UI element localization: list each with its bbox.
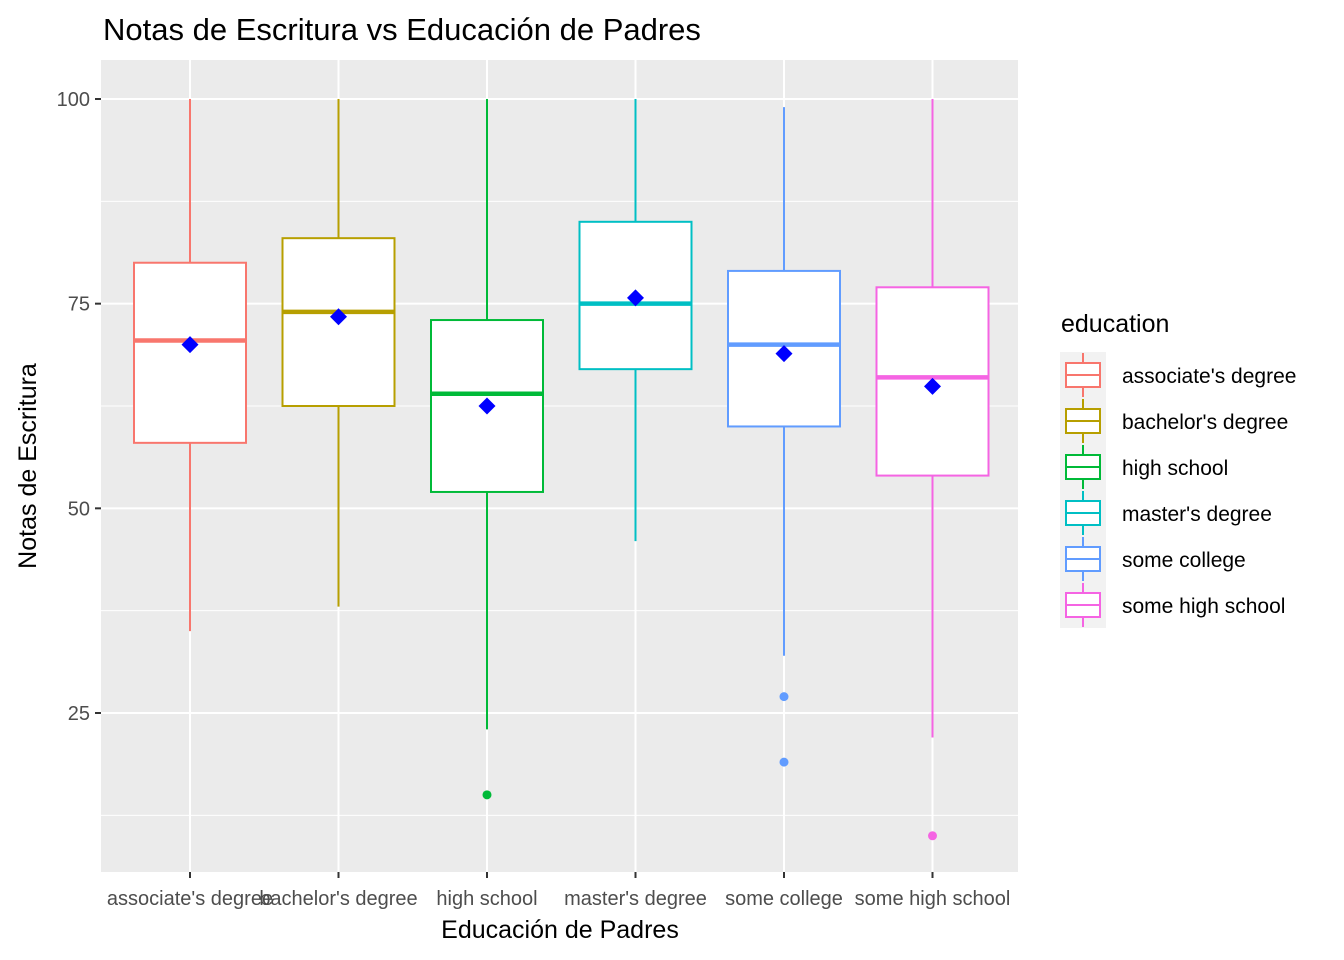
x-tick-label: some college: [725, 888, 843, 910]
box-group: [430, 99, 544, 800]
legend-key: [1060, 352, 1106, 398]
outlier-point: [928, 831, 937, 841]
box: [875, 286, 990, 477]
y-tick-label: 100: [57, 89, 90, 111]
minor-gridlines: [101, 200, 1018, 816]
mean-marker: [627, 289, 644, 307]
legend-key: [1060, 536, 1106, 582]
legend-label: high school: [1122, 457, 1228, 480]
legend-label: associate's degree: [1122, 365, 1296, 388]
y-tick-label: 50: [68, 498, 90, 520]
plot-panel: [101, 60, 1018, 872]
legend-label: bachelor's degree: [1122, 411, 1288, 434]
outlier-point: [779, 757, 789, 767]
y-tick-label: 75: [68, 294, 90, 316]
mean-marker: [775, 345, 793, 363]
legend-label: some college: [1122, 549, 1246, 572]
mean-marker: [478, 397, 496, 415]
y-axis-title: Notas de Escritura: [14, 363, 42, 569]
mean-marker: [330, 308, 347, 326]
box-group: [281, 99, 396, 607]
box-group: [578, 99, 693, 542]
outlier-point: [779, 692, 789, 702]
x-tick-label: master's degree: [564, 888, 707, 910]
box-series: [133, 99, 990, 841]
chart-title: Notas de Escritura vs Educación de Padre…: [103, 12, 701, 47]
box: [430, 319, 544, 493]
y-axis: 25 50 75 100: [57, 89, 101, 725]
legend-key: [1060, 582, 1106, 628]
legend-label: master's degree: [1122, 503, 1272, 526]
box-group: [133, 99, 247, 632]
outlier-point: [482, 790, 492, 800]
box-group: [727, 107, 841, 767]
y-tick-label: 25: [68, 703, 90, 725]
mean-marker: [924, 377, 941, 395]
legend-title: education: [1061, 310, 1169, 338]
legend: education associate's degree bachelor's d…: [1060, 310, 1296, 628]
legend-key: [1060, 490, 1106, 536]
x-tick-label: some high school: [855, 888, 1011, 910]
x-tick-label: associate's degree: [107, 888, 273, 910]
legend-key: [1060, 398, 1106, 444]
x-tick-label: high school: [436, 888, 537, 910]
box-group: [875, 99, 990, 841]
x-tick-label: bachelor's degree: [259, 888, 417, 910]
x-axis-title: Educación de Padres: [441, 916, 679, 944]
legend-key: [1060, 444, 1106, 490]
legend-label: some high school: [1122, 595, 1285, 618]
mean-marker: [181, 336, 199, 354]
